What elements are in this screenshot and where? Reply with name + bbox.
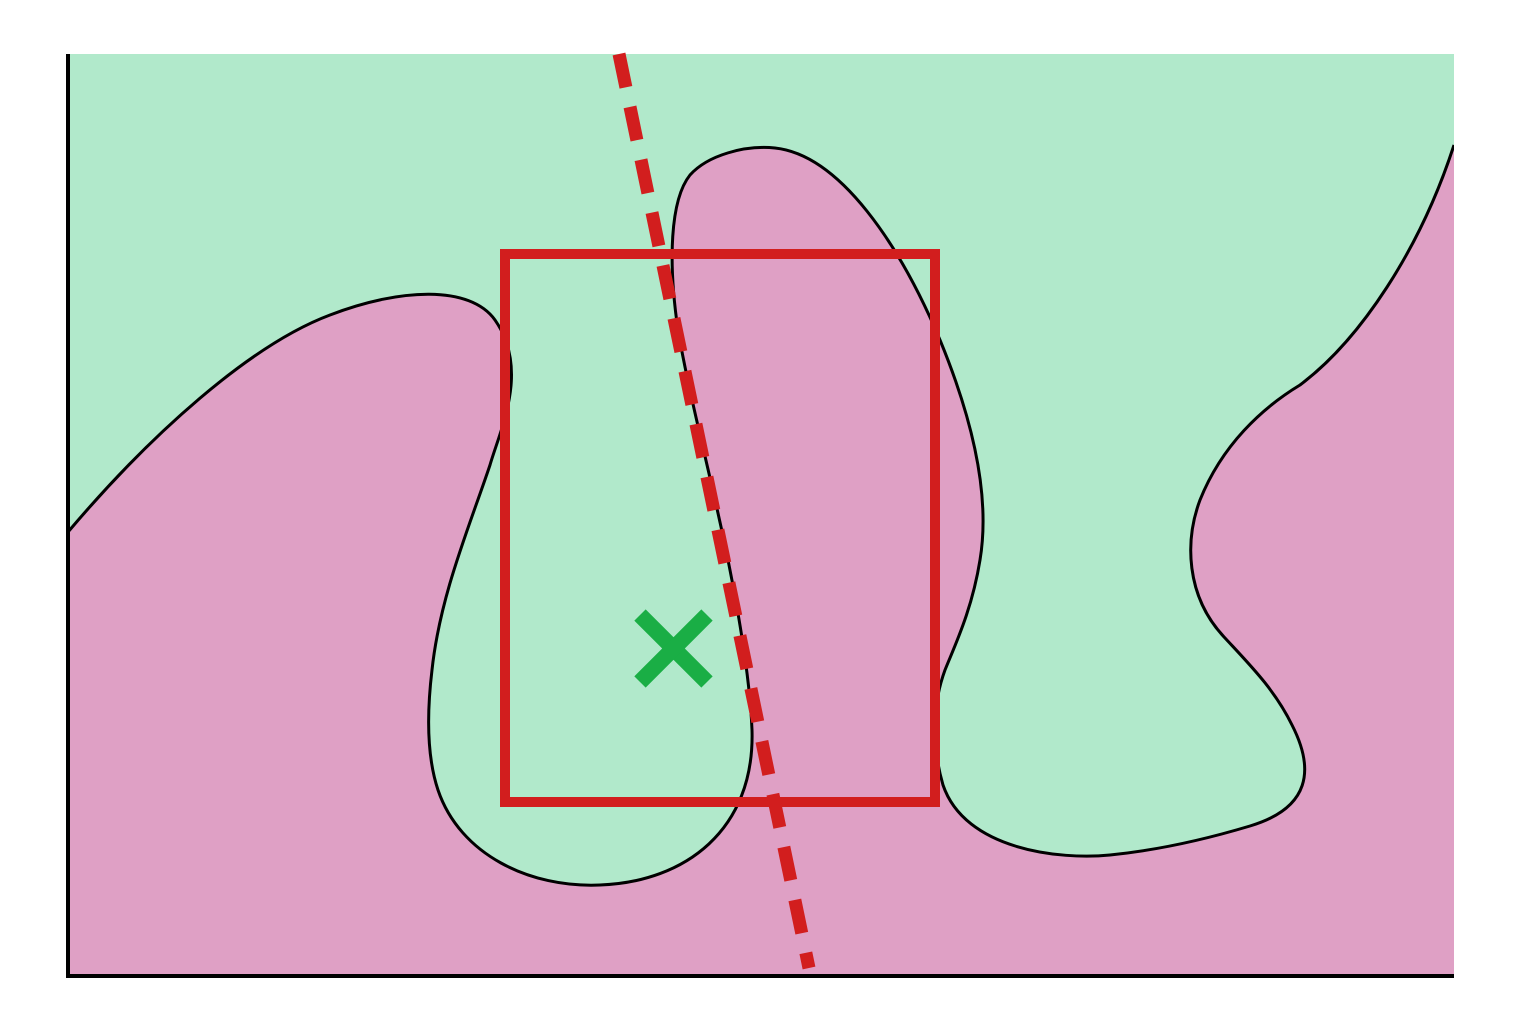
lower-class-region: [68, 145, 1454, 976]
neighborhood-box: [500, 249, 940, 807]
cross-mark-icon: [634, 609, 713, 688]
linear-approximation-line: [612, 52, 816, 970]
decision-boundary-curve: [68, 144, 1454, 887]
